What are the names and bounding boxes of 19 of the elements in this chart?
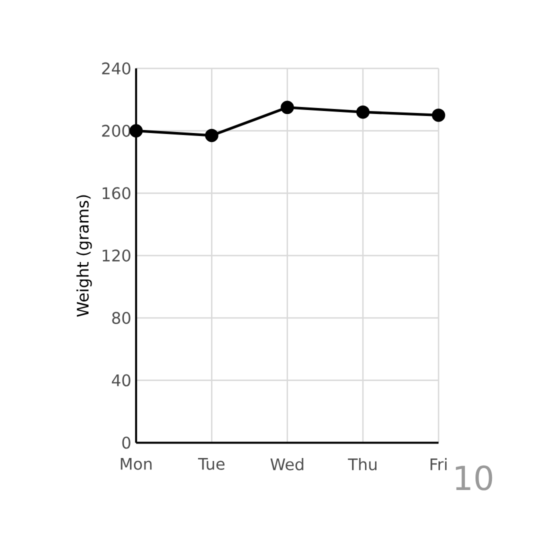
- y-tick-label: 40: [112, 374, 130, 386]
- y-tick-label: 160: [102, 187, 130, 200]
- x-tick-label: Mon: [120, 458, 152, 470]
- y-tick-label: 200: [102, 124, 130, 137]
- y-tick-label: 80: [112, 312, 130, 324]
- point: [432, 108, 446, 122]
- y-tick-label: 0: [122, 436, 130, 449]
- x-tick-label: Fri: [430, 458, 447, 470]
- text: 10: [456, 465, 492, 490]
- point: [129, 124, 143, 138]
- y-axis-title: Weight (grams): [76, 195, 92, 317]
- x-tick-label: Wed: [270, 458, 304, 470]
- x-tick-label: Thu: [348, 458, 376, 470]
- point: [356, 105, 370, 119]
- y-tick-label: 240: [102, 62, 130, 74]
- point: [280, 100, 294, 114]
- point: [205, 128, 218, 142]
- y-tick-label: 120: [102, 250, 130, 262]
- x-tick-label: Tue: [198, 458, 225, 470]
